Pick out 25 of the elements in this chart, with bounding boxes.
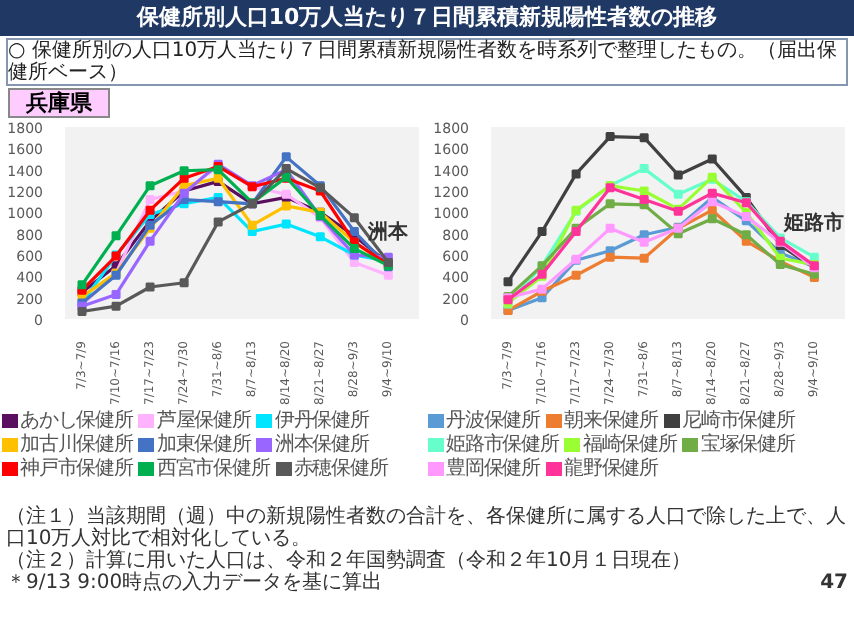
legend-label: 朝来保健所 [562, 410, 659, 433]
text: ＊9/13 9:00時点の入力データを基に算出 [6, 572, 383, 594]
legend-label: 加古川保健所 [18, 434, 133, 457]
legend-label: 西宮市保健所 [154, 458, 270, 482]
legend-label: 芦屋保健所 [154, 410, 251, 433]
text: （注２）計算に用いた人口は、令和２年国勢調査（令和２年10月１日現在） [6, 550, 692, 572]
legend-label: 加東保健所 [154, 434, 251, 457]
chart-title: 保健所別人口10万人当たり７日間累積新規陽性者数の推移 [136, 2, 718, 34]
chart-subtitle: ○ 保健所別の人口10万人当たり７日間累積新規陽性者数を時系列で整理したもの。（届出保健所ベース） [8, 40, 846, 84]
legend-label: 姫路市保健所 [444, 434, 559, 457]
text: 兵庫県 [26, 90, 92, 116]
legend-label: 福崎保健所 [580, 434, 677, 457]
legend-label: あかし保健所 [18, 410, 133, 433]
text: 47 [820, 572, 848, 594]
legend-label: 洲本保健所 [272, 434, 369, 457]
legend-label: 神戸市保健所 [18, 458, 133, 482]
legend-label: 丹波保健所 [444, 410, 541, 433]
annotation: 姫路市 [782, 210, 845, 235]
legend-label: 宝塚保健所 [698, 434, 795, 458]
legend-label: 豊岡保健所 [444, 458, 541, 482]
annotation: 洲本 [366, 220, 411, 245]
legend-label: 龍野保健所 [562, 458, 659, 482]
legend-label: 赤穂保健所 [291, 458, 388, 482]
text: （注１）当該期間（週）中の新規陽性者数の合計を、各保健所に属する人口で除した上で、人口10万人対比で相対化している。 [6, 506, 846, 550]
legend-label: 伊丹保健所 [272, 410, 369, 433]
